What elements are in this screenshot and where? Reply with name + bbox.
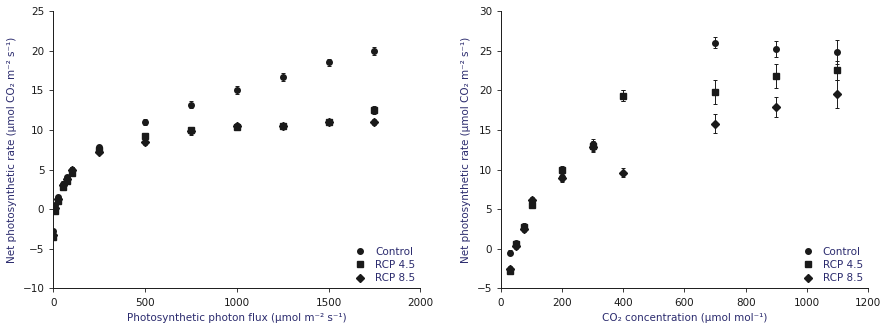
Y-axis label: Net photosynthetic rate (μmol CO₂ m⁻² s⁻¹): Net photosynthetic rate (μmol CO₂ m⁻² s⁻… (461, 37, 472, 263)
X-axis label: Photosynthetic photon flux (μmol m⁻² s⁻¹): Photosynthetic photon flux (μmol m⁻² s⁻¹… (127, 313, 346, 323)
Legend: Control, RCP 4.5, RCP 8.5: Control, RCP 4.5, RCP 8.5 (797, 247, 863, 283)
Legend: Control, RCP 4.5, RCP 8.5: Control, RCP 4.5, RCP 8.5 (350, 247, 415, 283)
X-axis label: CO₂ concentration (μmol mol⁻¹): CO₂ concentration (μmol mol⁻¹) (602, 313, 767, 323)
Y-axis label: Net photosynthetic rate (μmol CO₂ m⁻² s⁻¹): Net photosynthetic rate (μmol CO₂ m⁻² s⁻… (7, 37, 17, 263)
